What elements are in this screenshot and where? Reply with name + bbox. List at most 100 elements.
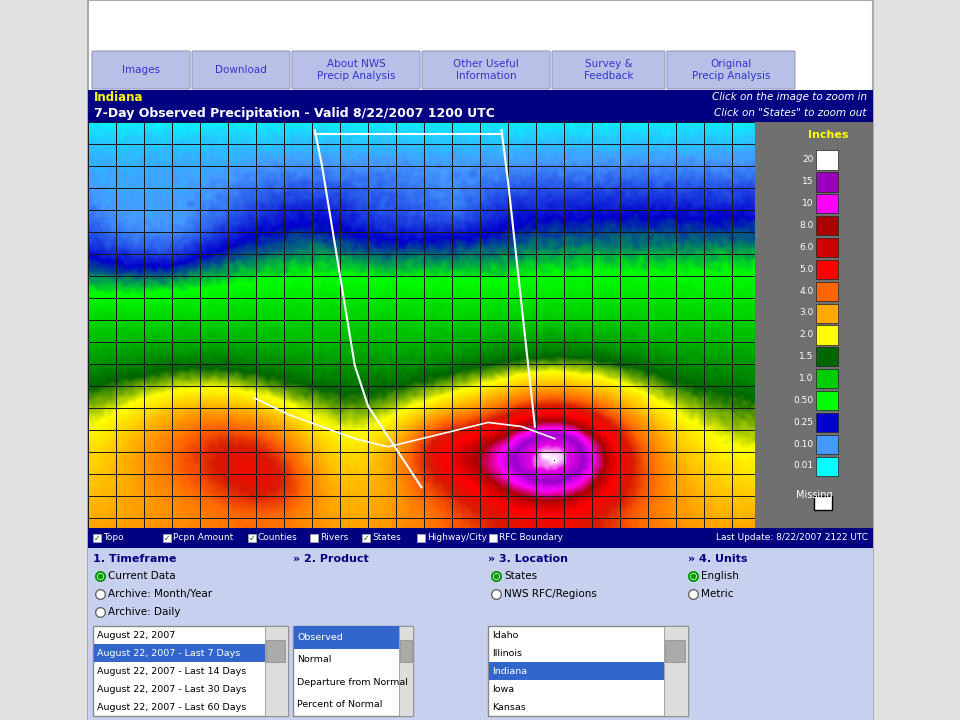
Text: Missing: Missing [796, 490, 832, 500]
Bar [816, 413, 838, 432]
Text: 8.0: 8.0 [799, 221, 813, 230]
FancyBboxPatch shape [422, 51, 550, 89]
Text: August 22, 2007 - Last 7 Days: August 22, 2007 - Last 7 Days [97, 649, 240, 657]
FancyBboxPatch shape [192, 51, 290, 89]
Text: Archive: Month/Year: Archive: Month/Year [108, 589, 212, 599]
Bar [816, 238, 838, 257]
Bar [664, 626, 688, 716]
Bar [417, 534, 425, 542]
FancyBboxPatch shape [92, 51, 190, 89]
FancyBboxPatch shape [667, 51, 795, 89]
Text: 7-Day Observed Precipitation - Valid 8/22/2007 1200 UTC: 7-Day Observed Precipitation - Valid 8/2… [94, 107, 494, 120]
Text: Observed: Observed [297, 633, 343, 642]
Text: » 2. Product: » 2. Product [293, 554, 369, 564]
Text: Departure from Normal: Departure from Normal [297, 678, 408, 687]
Bar [265, 626, 288, 716]
FancyBboxPatch shape [552, 51, 665, 89]
Bar [88, 0, 873, 720]
Text: Topo: Topo [103, 534, 124, 542]
Text: Metric: Metric [701, 589, 733, 599]
Text: 6.0: 6.0 [799, 243, 813, 252]
Bar [362, 534, 370, 542]
Bar [94, 644, 265, 662]
Bar [816, 369, 838, 388]
Text: States: States [504, 571, 538, 581]
Text: 15: 15 [802, 177, 813, 186]
Bar [816, 435, 838, 454]
Text: 0.01: 0.01 [793, 462, 813, 470]
Text: Last Update: 8/22/2007 2122 UTC: Last Update: 8/22/2007 2122 UTC [716, 534, 868, 542]
Bar [489, 534, 497, 542]
Text: 0.50: 0.50 [793, 396, 813, 405]
Text: 1.0: 1.0 [799, 374, 813, 383]
Bar [488, 626, 688, 716]
Text: NWS RFC/Regions: NWS RFC/Regions [504, 589, 597, 599]
Bar [816, 325, 838, 345]
Text: 10: 10 [802, 199, 813, 208]
Text: August 22, 2007 - Last 60 Days: August 22, 2007 - Last 60 Days [97, 703, 247, 711]
Text: 3.0: 3.0 [799, 308, 813, 318]
Text: Idaho: Idaho [492, 631, 518, 639]
Bar [816, 456, 838, 476]
Text: 0.25: 0.25 [793, 418, 813, 427]
Text: August 22, 2007 - Last 14 Days: August 22, 2007 - Last 14 Days [97, 667, 247, 675]
Text: Rivers: Rivers [320, 534, 348, 542]
Bar [93, 626, 288, 716]
Bar [248, 534, 256, 542]
Bar [310, 534, 318, 542]
Text: 1. Timeframe: 1. Timeframe [93, 554, 177, 564]
Text: Normal: Normal [297, 655, 331, 665]
Text: Current Data: Current Data [108, 571, 176, 581]
Text: Percent of Normal: Percent of Normal [297, 701, 382, 709]
Bar [266, 639, 285, 662]
Text: Download: Download [215, 65, 267, 75]
Text: Images: Images [122, 65, 160, 75]
Bar [294, 626, 398, 649]
Bar [398, 626, 413, 716]
Text: 2.0: 2.0 [799, 330, 813, 339]
Text: Inches: Inches [808, 130, 849, 140]
Text: Iowa: Iowa [492, 685, 515, 693]
Text: Pcpn Amount: Pcpn Amount [173, 534, 233, 542]
Bar [814, 496, 832, 510]
Text: August 22, 2007: August 22, 2007 [97, 631, 176, 639]
Text: ✓: ✓ [249, 534, 255, 542]
Text: ✓: ✓ [363, 534, 370, 542]
Text: August 22, 2007 - Last 30 Days: August 22, 2007 - Last 30 Days [97, 685, 247, 693]
Text: Click on "States" to zoom out: Click on "States" to zoom out [714, 108, 867, 118]
Bar [93, 534, 101, 542]
Text: English: English [701, 571, 739, 581]
Text: Highway/City: Highway/City [427, 534, 487, 542]
Text: 1.5: 1.5 [799, 352, 813, 361]
Text: Illinois: Illinois [492, 649, 522, 657]
Bar [489, 662, 664, 680]
Bar [816, 216, 838, 235]
Text: 5.0: 5.0 [799, 265, 813, 274]
Text: RFC Boundary: RFC Boundary [499, 534, 563, 542]
Bar [816, 172, 838, 192]
Bar [816, 194, 838, 213]
Text: ✓: ✓ [94, 534, 100, 542]
Text: About NWS
Precip Analysis: About NWS Precip Analysis [317, 59, 396, 81]
Text: Counties: Counties [258, 534, 298, 542]
Bar [816, 260, 838, 279]
Text: 0.10: 0.10 [793, 440, 813, 449]
Bar [293, 626, 413, 716]
Text: Indiana: Indiana [94, 91, 143, 104]
Text: Kansas: Kansas [492, 703, 526, 711]
Text: 4.0: 4.0 [799, 287, 813, 295]
Text: » 4. Units: » 4. Units [688, 554, 748, 564]
FancyBboxPatch shape [292, 51, 420, 89]
Text: Other Useful
Information: Other Useful Information [453, 59, 518, 81]
Bar [816, 304, 838, 323]
Text: Archive: Daily: Archive: Daily [108, 607, 180, 617]
Text: Original
Precip Analysis: Original Precip Analysis [692, 59, 770, 81]
Text: Survey &
Feedback: Survey & Feedback [584, 59, 634, 81]
Text: 20: 20 [802, 156, 813, 164]
Bar [399, 639, 412, 662]
Bar [816, 391, 838, 410]
Bar [816, 150, 838, 170]
Bar [816, 347, 838, 366]
Bar [163, 534, 171, 542]
Text: ✓: ✓ [164, 534, 170, 542]
